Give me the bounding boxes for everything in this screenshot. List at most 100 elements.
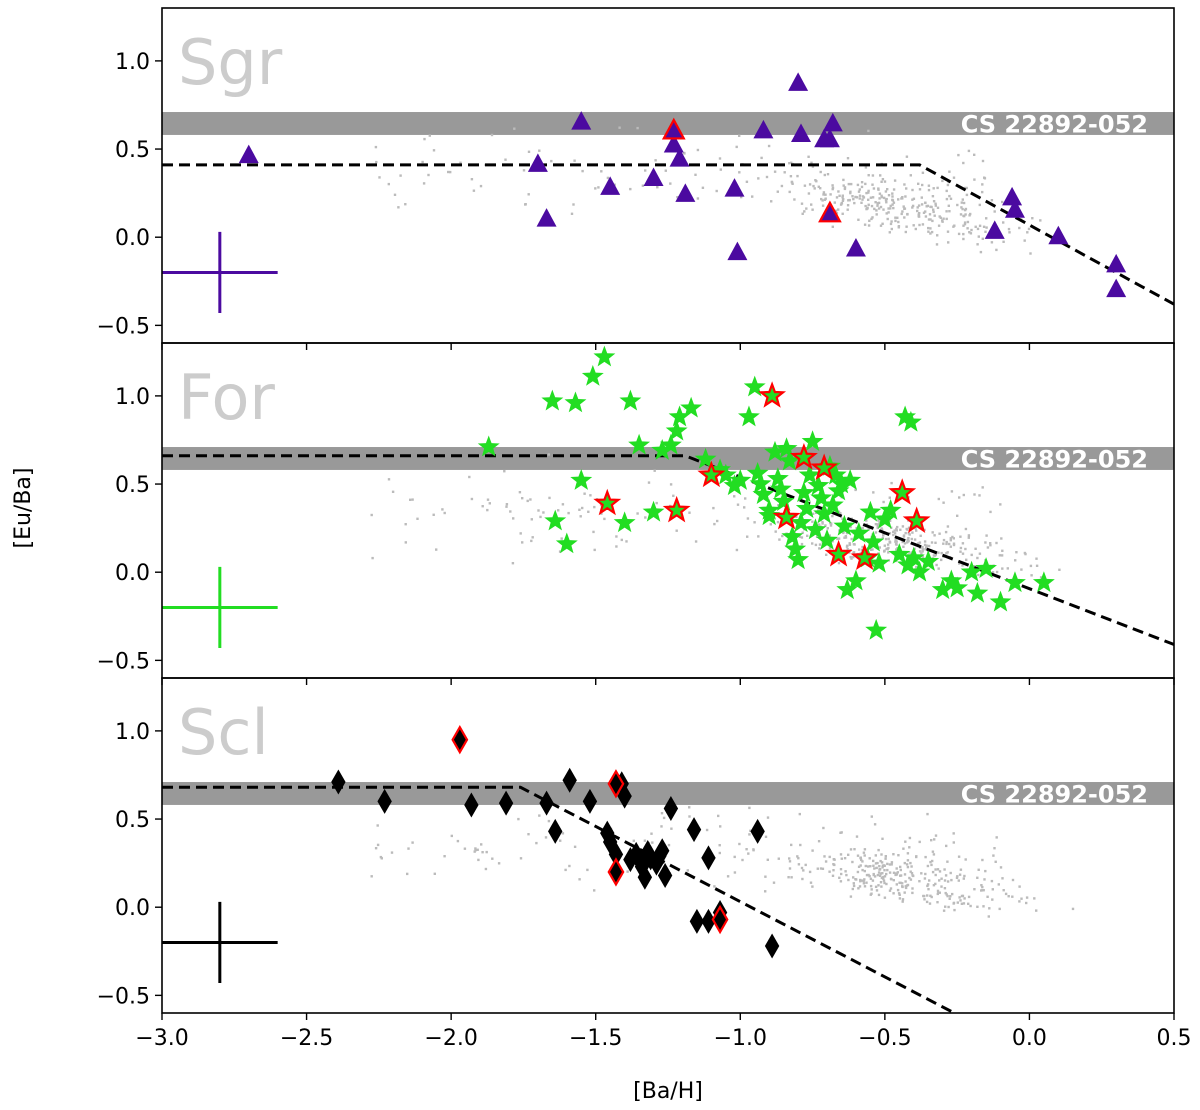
background-point: [811, 542, 814, 545]
data-point: [984, 220, 1005, 239]
highlighted-data-point: [593, 488, 622, 516]
background-point: [839, 880, 843, 883]
data-point: [830, 472, 853, 494]
background-point: [916, 209, 919, 213]
background-point: [903, 873, 907, 876]
data-point: [1004, 199, 1025, 218]
background-point: [995, 248, 998, 252]
background-point: [920, 203, 924, 206]
background-point: [866, 206, 869, 209]
background-point: [984, 230, 987, 233]
background-point: [942, 501, 945, 504]
y-tick-label: −0.5: [97, 314, 150, 339]
background-point: [962, 232, 965, 236]
background-point: [879, 174, 882, 177]
background-point: [530, 518, 533, 521]
background-point: [867, 865, 870, 868]
background-point: [890, 227, 893, 231]
background-point: [848, 543, 852, 546]
background-point: [950, 490, 954, 493]
background-point: [871, 216, 874, 219]
background-point: [470, 497, 474, 501]
background-point: [961, 564, 964, 567]
background-point: [849, 895, 853, 898]
background-point: [867, 873, 870, 877]
background-point: [1001, 549, 1004, 552]
background-point: [894, 219, 897, 223]
background-point: [760, 156, 763, 160]
background-point: [835, 212, 839, 215]
background-point: [928, 213, 932, 216]
background-point: [777, 504, 780, 507]
background-point: [885, 882, 888, 886]
background-point: [829, 193, 832, 196]
background-point: [952, 176, 956, 179]
y-tick-label: 1.0: [115, 50, 150, 75]
background-point: [949, 197, 953, 200]
background-point: [449, 170, 452, 174]
background-point: [904, 885, 907, 888]
background-point: [548, 496, 551, 500]
background-point: [920, 872, 923, 875]
background-point: [797, 857, 800, 860]
data-point: [608, 841, 624, 867]
background-point: [800, 202, 804, 205]
background-point: [883, 549, 886, 552]
background-point: [938, 215, 941, 218]
background-point: [923, 898, 926, 901]
background-point: [463, 847, 467, 850]
background-point: [930, 863, 933, 867]
data-point: [541, 389, 564, 411]
background-point: [1027, 227, 1031, 231]
panel-name-scl: Scl: [178, 696, 269, 769]
background-point: [942, 909, 946, 912]
background-point: [839, 203, 843, 206]
data-point: [659, 433, 682, 455]
data-point: [477, 435, 500, 457]
background-point: [474, 849, 477, 852]
background-point: [829, 524, 833, 527]
background-point: [620, 538, 623, 542]
background-point: [807, 155, 810, 158]
background-point: [905, 225, 908, 228]
data-point: [593, 345, 616, 367]
background-point: [780, 184, 784, 188]
background-point: [991, 898, 994, 901]
background-point: [863, 854, 866, 857]
background-point: [984, 541, 987, 544]
background-point: [835, 196, 839, 199]
background-point: [416, 517, 419, 520]
background-point: [749, 829, 752, 832]
background-point: [906, 859, 910, 862]
background-point: [906, 883, 910, 887]
background-point: [581, 506, 584, 510]
background-point: [992, 854, 995, 857]
background-point: [934, 868, 937, 871]
background-point: [901, 882, 904, 885]
background-point: [859, 551, 862, 555]
background-point: [776, 190, 779, 193]
background-point: [934, 882, 937, 886]
background-point: [432, 149, 436, 152]
data-point: [975, 557, 997, 578]
background-point: [924, 201, 927, 205]
background-point: [966, 220, 970, 224]
background-point: [547, 819, 551, 823]
background-point: [521, 541, 524, 544]
background-point: [892, 853, 895, 856]
background-point: [927, 226, 930, 230]
y-tick-label: 0.0: [115, 226, 150, 251]
background-point: [932, 210, 935, 214]
background-point: [719, 825, 722, 828]
background-point: [778, 538, 781, 541]
background-point: [894, 873, 897, 877]
background-point: [981, 889, 984, 892]
background-point: [989, 544, 992, 547]
background-point: [802, 869, 805, 872]
background-point: [696, 197, 700, 200]
background-point: [945, 217, 948, 221]
background-point: [814, 179, 817, 182]
background-point: [593, 548, 596, 552]
background-point: [871, 879, 875, 882]
background-point: [941, 179, 944, 183]
